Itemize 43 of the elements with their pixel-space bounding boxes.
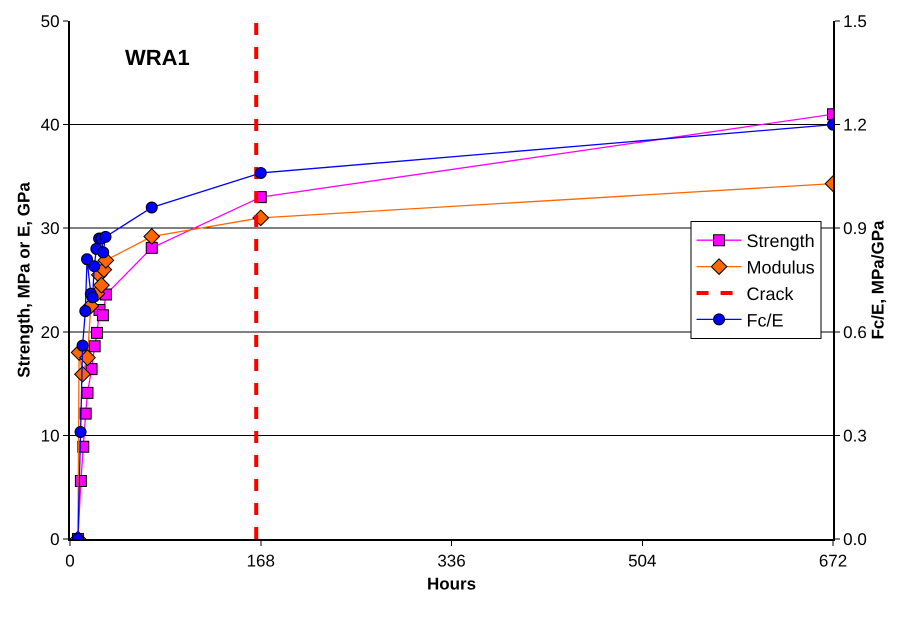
point (96, 309, 109, 322)
point (81, 253, 94, 266)
point (88, 260, 100, 272)
point (80, 408, 92, 420)
x-axis-title: Hours (426, 574, 476, 594)
y-tick-label: 10 (40, 426, 60, 446)
y2-tick-label: 0.6 (843, 322, 867, 342)
y-tick-label: 40 (40, 116, 60, 135)
annotation: WRA1 (125, 45, 190, 70)
x-tick-label: 168 (246, 551, 275, 570)
y2-tick-label: 0.9 (843, 219, 867, 238)
y-tick-label: 0 (50, 530, 60, 549)
point (97, 246, 110, 258)
legend-label: Strength (746, 231, 815, 252)
x-tick-label: 672 (818, 551, 848, 570)
legend-label: Crack (746, 284, 795, 304)
point (86, 291, 99, 304)
point (93, 276, 110, 294)
y-tick-label: 20 (40, 322, 60, 342)
point (146, 201, 158, 214)
point (74, 426, 87, 438)
point (254, 166, 267, 179)
x-tick-label: 504 (628, 551, 656, 570)
y-tick-label: 30 (40, 219, 60, 238)
point (81, 386, 94, 399)
point (79, 349, 96, 366)
point (76, 340, 89, 352)
y-axis-title: Strength, MPa or E, GPa (14, 182, 34, 378)
y-tick-label: 50 (40, 12, 60, 31)
y2-axis-title: Fc/E, MPa/GPa (868, 220, 888, 340)
y2-tick-label: 1.2 (843, 116, 867, 135)
y2-tick-label: 1.5 (843, 12, 867, 31)
x-tick-label: 336 (437, 551, 466, 570)
y2-tick-label: 0.3 (843, 426, 867, 446)
point (100, 230, 112, 243)
point (143, 228, 160, 245)
point (88, 340, 101, 352)
legend-label: Modulus (746, 258, 815, 278)
legend-label: Fc/E (746, 310, 784, 330)
x-tick-label: 0 (65, 551, 75, 570)
point (146, 242, 158, 254)
y2-tick-label: 0.0 (843, 530, 867, 549)
point (91, 326, 104, 339)
